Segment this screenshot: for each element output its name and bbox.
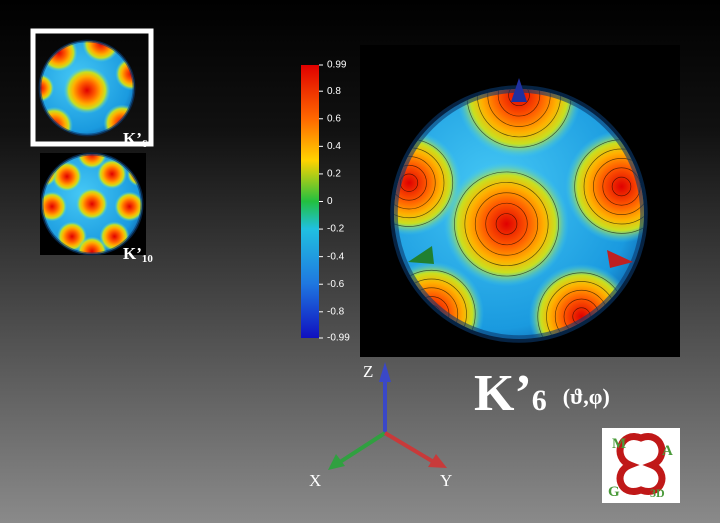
x-label: X bbox=[309, 471, 321, 490]
z-label: Z bbox=[363, 362, 373, 381]
blob bbox=[444, 161, 569, 287]
sphere bbox=[390, 78, 648, 343]
blob bbox=[77, 154, 107, 169]
logo-letter: 3D bbox=[650, 486, 665, 500]
colorbar-tick-label: 0.8 bbox=[327, 86, 341, 97]
y-axis bbox=[383, 431, 434, 463]
contour bbox=[593, 158, 644, 215]
contour bbox=[464, 181, 549, 267]
y-arrow bbox=[428, 454, 447, 468]
colorbar-tick-label: 0.2 bbox=[327, 169, 341, 180]
axes-triad: Z X Y bbox=[309, 362, 452, 490]
sphere-render bbox=[390, 85, 648, 343]
selection-frame bbox=[30, 28, 154, 147]
blob bbox=[565, 130, 644, 243]
contour bbox=[474, 192, 539, 256]
blob bbox=[40, 73, 55, 103]
contour bbox=[394, 164, 427, 201]
colorbar-tick-label: 0.4 bbox=[327, 141, 341, 152]
colorbar-ramp bbox=[301, 65, 319, 338]
logo: M A G 3D bbox=[602, 428, 680, 503]
z-arrow bbox=[379, 362, 391, 382]
thumb-label: K’10 bbox=[123, 244, 153, 265]
colorbar: 0.99 0.8 0.6 0.4 0.2 0 -0.2 -0.4 -0.6 -0.8 -0.99 bbox=[301, 60, 350, 344]
formula: K’6 (ϑ,φ) bbox=[474, 365, 610, 422]
blobs bbox=[394, 89, 644, 339]
blob bbox=[52, 161, 82, 192]
thumbnails: K’6 K’10 bbox=[30, 28, 154, 265]
colorbar-tick-label: -0.4 bbox=[327, 251, 345, 262]
colorbar-tick-label: 0.99 bbox=[327, 60, 347, 71]
contour bbox=[454, 171, 559, 277]
blob bbox=[114, 191, 142, 222]
x-arrow bbox=[328, 454, 345, 470]
blob bbox=[42, 191, 67, 222]
x-axis bbox=[338, 431, 387, 464]
colorbar-tick-label: -0.99 bbox=[327, 333, 350, 344]
logo-letter: M bbox=[612, 436, 626, 452]
blobs bbox=[42, 154, 142, 254]
blob bbox=[77, 236, 107, 254]
logo-letter: G bbox=[608, 484, 620, 500]
blob bbox=[529, 264, 634, 339]
axis-cone bbox=[607, 250, 633, 268]
sphere-shade bbox=[40, 152, 144, 256]
sphere-shade bbox=[38, 39, 136, 137]
contour bbox=[485, 202, 528, 246]
sphere-render bbox=[40, 152, 144, 256]
contour bbox=[611, 176, 632, 197]
colorbar-tick-label: 0 bbox=[327, 196, 333, 207]
y-label: Y bbox=[440, 471, 452, 490]
contour bbox=[495, 213, 518, 235]
logo-letter: A bbox=[662, 443, 673, 459]
axis-cone bbox=[408, 246, 434, 264]
colorbar-tick-label: 0.6 bbox=[327, 113, 341, 124]
contour bbox=[394, 269, 476, 339]
colorbar-tick-label: -0.6 bbox=[327, 279, 345, 290]
axis-cone bbox=[511, 78, 527, 102]
colorbar-tick-label: -0.2 bbox=[327, 224, 345, 235]
blob bbox=[394, 130, 462, 236]
blob bbox=[97, 159, 127, 189]
blob bbox=[63, 66, 111, 114]
thumb-label: K’6 bbox=[123, 129, 148, 150]
blob bbox=[76, 188, 108, 220]
logo-knot bbox=[616, 433, 666, 495]
colorbar-tick-label: -0.8 bbox=[327, 306, 345, 317]
contour bbox=[497, 89, 541, 117]
contour bbox=[508, 89, 530, 107]
sphere-render bbox=[38, 39, 136, 137]
